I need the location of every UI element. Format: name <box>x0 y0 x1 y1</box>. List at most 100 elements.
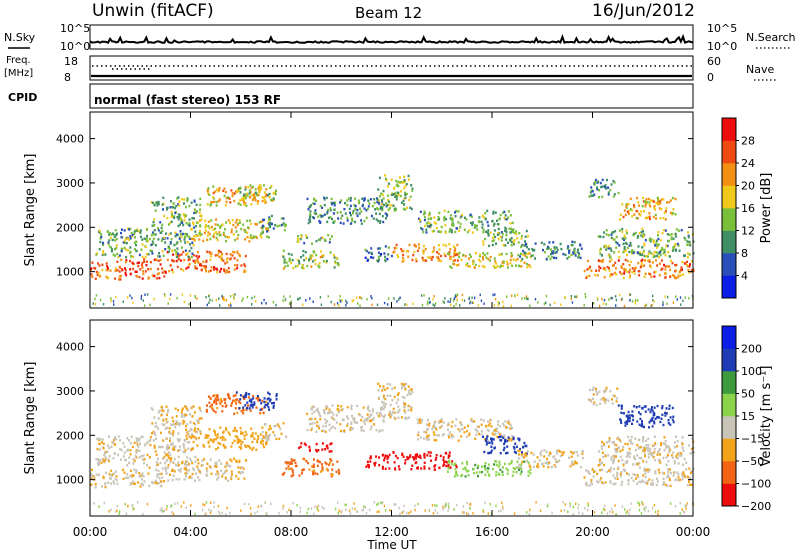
range-cell <box>395 247 398 250</box>
range-cell <box>184 205 187 209</box>
range-cell <box>654 244 657 247</box>
range-cell <box>447 456 450 459</box>
range-cell <box>136 449 139 452</box>
range-cell <box>176 438 179 441</box>
range-cell <box>448 451 451 454</box>
range-cell <box>593 182 596 185</box>
range-cell <box>220 469 223 472</box>
range-cell <box>661 232 664 235</box>
range-cell <box>492 438 495 441</box>
range-cell <box>607 440 610 443</box>
range-cell <box>616 387 619 390</box>
range-cell <box>359 413 362 417</box>
range-cell <box>115 237 118 241</box>
range-cell <box>242 406 245 409</box>
range-cell <box>533 460 536 463</box>
range-cell <box>195 438 198 441</box>
range-cell <box>180 217 182 220</box>
range-cell <box>179 259 182 262</box>
range-cell <box>486 441 489 444</box>
range-cell <box>478 258 480 262</box>
range-cell <box>520 470 523 473</box>
range-cell <box>493 447 496 450</box>
range-cell <box>188 224 191 227</box>
range-cell <box>590 269 593 272</box>
range-cell <box>574 461 577 465</box>
range-cell <box>102 250 105 253</box>
range-cell <box>599 247 602 251</box>
range-cell <box>642 264 645 267</box>
range-cell <box>204 265 207 268</box>
scatter-band <box>90 468 119 489</box>
range-cell <box>448 431 451 434</box>
range-cell <box>309 215 311 219</box>
range-cell <box>521 257 524 261</box>
range-cell <box>423 453 426 457</box>
range-cell <box>653 406 656 409</box>
range-cell <box>166 505 168 508</box>
range-cell <box>263 218 265 222</box>
range-cell <box>474 296 476 300</box>
range-cell <box>263 445 265 449</box>
colorbar-tick-label: 200 <box>741 343 762 356</box>
range-cell <box>154 244 157 247</box>
range-cell <box>308 258 310 261</box>
range-cell <box>195 234 198 238</box>
range-cell <box>163 451 166 454</box>
range-cell <box>294 265 297 268</box>
range-cell <box>264 423 266 426</box>
range-cell <box>447 466 450 470</box>
range-cell <box>418 246 421 250</box>
range-cell <box>186 240 189 244</box>
range-cell <box>450 230 453 234</box>
range-cell <box>639 446 642 449</box>
range-cell <box>389 403 392 407</box>
range-cell <box>178 448 181 452</box>
range-cell <box>431 504 434 507</box>
range-cell <box>177 449 180 452</box>
range-cell <box>520 465 523 469</box>
range-cell <box>639 412 642 416</box>
range-cell <box>209 269 212 272</box>
range-cell <box>129 474 132 478</box>
range-cell <box>519 447 522 451</box>
range-cell <box>593 511 596 514</box>
range-cell <box>491 432 494 435</box>
range-cell <box>368 466 370 469</box>
range-cell <box>662 456 665 460</box>
range-cell <box>210 219 213 222</box>
range-cell <box>659 200 661 203</box>
range-cell <box>521 297 523 300</box>
range-cell <box>504 226 507 229</box>
range-cell <box>687 269 690 272</box>
range-cell <box>524 244 527 247</box>
range-cell <box>98 231 101 234</box>
range-cell <box>486 467 489 470</box>
range-cell <box>260 187 263 191</box>
range-cell <box>224 398 227 401</box>
range-cell <box>472 301 475 304</box>
range-cell <box>689 452 692 455</box>
range-cell <box>465 435 468 438</box>
range-cell <box>160 405 163 409</box>
range-cell <box>303 259 306 262</box>
range-cell <box>525 229 528 233</box>
range-cell <box>275 398 278 401</box>
range-cell <box>172 259 175 263</box>
range-cell <box>388 412 391 415</box>
range-cell <box>179 467 182 471</box>
range-cell <box>180 235 183 238</box>
range-cell <box>620 419 622 422</box>
range-cell <box>482 509 484 512</box>
range-cell <box>215 402 218 405</box>
range-cell <box>284 299 286 302</box>
range-cell <box>502 300 504 304</box>
range-cell <box>658 458 661 461</box>
range-cell <box>656 196 659 200</box>
range-cell <box>166 426 169 429</box>
range-cell <box>669 211 672 214</box>
range-cell <box>157 238 160 241</box>
range-cell <box>470 255 472 258</box>
range-cell <box>400 416 403 419</box>
scatter-band <box>150 196 203 230</box>
